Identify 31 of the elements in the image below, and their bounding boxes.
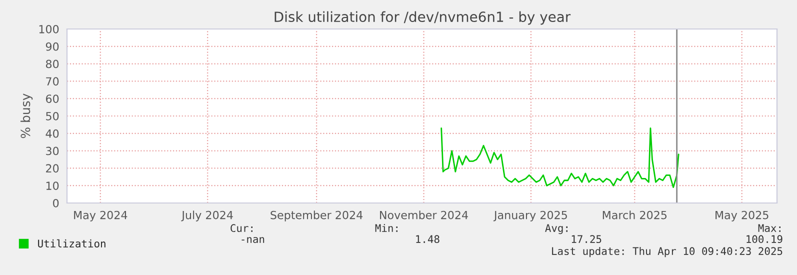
y-tick-label: 70 bbox=[46, 77, 59, 86]
x-tick-label: January 2025 bbox=[493, 210, 567, 222]
text: -nan bbox=[242, 237, 264, 244]
y-tick-label: 0 bbox=[53, 198, 59, 208]
y-tick-label: 20 bbox=[46, 164, 59, 173]
legend-label: Utilization bbox=[38, 239, 106, 248]
y-tick-label: 60 bbox=[46, 94, 59, 103]
x-tick-label: May 2024 bbox=[74, 210, 128, 222]
y-tick-label: 90 bbox=[46, 42, 59, 51]
text: 17.25 bbox=[572, 235, 602, 244]
text: Last update: Thu Apr 10 09:40:23 2025 bbox=[552, 246, 782, 258]
y-tick-label: 10 bbox=[46, 182, 59, 190]
y-tick-label: 40 bbox=[46, 129, 59, 138]
text: Max: bbox=[758, 224, 780, 232]
chart-title: Disk utilization for /dev/nvme6n1 - by year bbox=[274, 11, 571, 25]
x-tick-label: November 2024 bbox=[380, 210, 468, 220]
text: Avg: bbox=[545, 224, 568, 234]
y-tick-label: 80 bbox=[46, 60, 59, 68]
y-tick-label: 30 bbox=[46, 146, 59, 156]
x-tick-label: September 2024 bbox=[270, 210, 363, 222]
y-tick-label: 100 bbox=[39, 24, 59, 34]
text: 100.19 bbox=[746, 235, 782, 244]
text: Min: bbox=[375, 224, 398, 232]
text: 1.48 bbox=[416, 235, 440, 244]
y-tick-label: 50 bbox=[46, 112, 59, 120]
x-tick-label: March 2025 bbox=[602, 210, 667, 220]
text: Cur: bbox=[230, 224, 252, 232]
x-tick-label: May 2025 bbox=[716, 210, 768, 222]
x-tick-label: July 2024 bbox=[181, 210, 233, 222]
line-series bbox=[440, 127, 680, 188]
y-axis-title: % busy bbox=[20, 94, 33, 138]
